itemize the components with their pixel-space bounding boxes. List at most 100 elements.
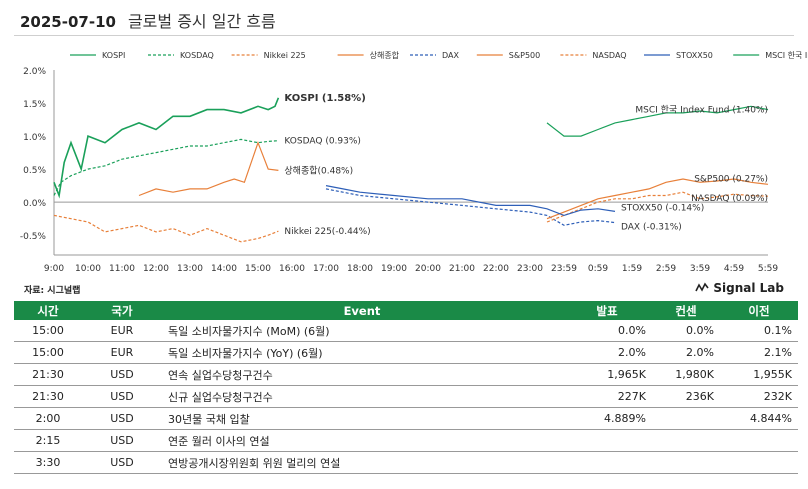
cell-time: 21:30 bbox=[14, 385, 82, 408]
cell-event: 신규 실업수당청구건수 bbox=[162, 385, 562, 408]
cell-event: 연속 실업수당청구건수 bbox=[162, 363, 562, 386]
cell-previous: 4.844% bbox=[720, 407, 798, 430]
report-title: 글로벌 증시 일간 흐름 bbox=[127, 12, 276, 31]
x-tick-label: 22:00 bbox=[483, 264, 509, 274]
x-tick-label: 13:00 bbox=[177, 264, 203, 274]
col-event: Event bbox=[162, 301, 562, 320]
cell-consensus: 236K bbox=[652, 385, 720, 408]
x-tick-label: 15:00 bbox=[245, 264, 271, 274]
series-line bbox=[325, 185, 616, 217]
x-tick-label: 21:00 bbox=[449, 264, 475, 274]
cell-consensus bbox=[652, 451, 720, 474]
x-tick-label: 14:00 bbox=[211, 264, 237, 274]
col-consensus: 컨센 bbox=[652, 301, 720, 320]
cell-time: 2:15 bbox=[14, 429, 82, 452]
cell-time: 15:00 bbox=[14, 341, 82, 364]
x-tick-label: 17:00 bbox=[313, 264, 339, 274]
table-row: 15:00 EUR 독일 소비자물가지수 (MoM) (6월) 0.0% 0.0% 0.1… bbox=[14, 320, 798, 342]
cell-actual: 2.0% bbox=[562, 341, 652, 364]
cell-event: 독일 소비자물가지수 (MoM) (6월) bbox=[162, 320, 562, 342]
cell-event: 연준 월러 이사의 연설 bbox=[162, 429, 562, 452]
cell-previous: 232K bbox=[720, 385, 798, 408]
series-end-label: KOSPI (1.58%) bbox=[284, 93, 365, 104]
x-tick-label: 9:00 bbox=[44, 264, 64, 274]
cell-actual bbox=[562, 451, 652, 474]
col-actual: 발표 bbox=[562, 301, 652, 320]
series-end-label: STOXX50 (-0.14%) bbox=[621, 203, 704, 213]
x-tick-label: 5:59 bbox=[758, 264, 778, 274]
x-tick-label: 20:00 bbox=[415, 264, 441, 274]
brand-name: Signal Lab bbox=[713, 281, 784, 295]
signal-icon bbox=[695, 282, 710, 292]
table-row: 2:00 USD 30년물 국채 입찰 4.889% 4.844% bbox=[14, 407, 798, 430]
y-tick-label: 2.0% bbox=[23, 67, 46, 77]
legend-label: DAX bbox=[442, 51, 459, 60]
cell-actual: 227K bbox=[562, 385, 652, 408]
cell-event: 독일 소비자물가지수 (YoY) (6월) bbox=[162, 341, 562, 364]
col-previous: 이전 bbox=[720, 301, 798, 320]
x-tick-label: 3:59 bbox=[690, 264, 710, 274]
table-header-row: 시간 국가 Event 발표 컨센 이전 bbox=[14, 301, 798, 320]
x-tick-label: 0:59 bbox=[588, 264, 608, 274]
cell-consensus: 2.0% bbox=[652, 341, 720, 364]
y-tick-label: 1.5% bbox=[23, 100, 46, 110]
legend-label: KOSPI bbox=[102, 51, 125, 60]
table-row: 3:30 USD 연방공개시장위원회 위원 멀리의 연설 bbox=[14, 451, 798, 474]
cell-country: EUR bbox=[82, 320, 162, 342]
series-line bbox=[546, 191, 769, 223]
x-tick-label: 19:00 bbox=[381, 264, 407, 274]
series-line bbox=[546, 178, 769, 220]
cell-time: 21:30 bbox=[14, 363, 82, 386]
x-tick-label: 16:00 bbox=[279, 264, 305, 274]
market-chart: 2.0% 1.5% 1.0% 0.5% 0.0% -0.5% 9:00 10:00 11:00 1… bbox=[20, 50, 808, 274]
table-row: 21:30 USD 신규 실업수당청구건수 227K 236K 232K bbox=[14, 385, 798, 408]
cell-consensus bbox=[652, 407, 720, 430]
header-divider bbox=[14, 35, 794, 36]
col-country: 국가 bbox=[82, 301, 162, 320]
table-row: 2:15 USD 연준 월러 이사의 연설 bbox=[14, 429, 798, 452]
cell-consensus: 1,980K bbox=[652, 363, 720, 386]
cell-previous bbox=[720, 451, 798, 474]
cell-country: USD bbox=[82, 385, 162, 408]
series-line bbox=[546, 105, 769, 137]
x-tick-label: 12:00 bbox=[143, 264, 169, 274]
cell-time: 15:00 bbox=[14, 320, 82, 342]
series-line bbox=[53, 214, 279, 243]
legend-label: STOXX50 bbox=[676, 51, 713, 60]
cell-actual bbox=[562, 429, 652, 452]
series-end-label: 상해종합(0.48%) bbox=[284, 165, 353, 176]
brand-logo: Signal Lab bbox=[695, 281, 784, 295]
y-tick-label: 0.5% bbox=[23, 166, 46, 176]
cell-event: 연방공개시장위원회 위원 멀리의 연설 bbox=[162, 451, 562, 474]
cell-time: 2:00 bbox=[14, 407, 82, 430]
y-tick-label: 1.0% bbox=[23, 133, 46, 143]
series-end-label: DAX (-0.31%) bbox=[621, 223, 682, 233]
cell-actual: 4.889% bbox=[562, 407, 652, 430]
cell-actual: 1,965K bbox=[562, 363, 652, 386]
cell-country: USD bbox=[82, 363, 162, 386]
cell-actual: 0.0% bbox=[562, 320, 652, 342]
legend-label: MSCI 한국 Index Fund bbox=[765, 51, 808, 60]
x-tick-label: 1:59 bbox=[622, 264, 642, 274]
y-tick-label: -0.5% bbox=[20, 232, 47, 242]
report-date: 2025-07-10 bbox=[20, 13, 116, 31]
series-line bbox=[138, 140, 279, 197]
y-tick-label: 0.0% bbox=[23, 199, 46, 209]
legend-label: Nikkei 225 bbox=[264, 51, 306, 60]
cell-previous: 1,955K bbox=[720, 363, 798, 386]
cell-consensus bbox=[652, 429, 720, 452]
source-label: 자료: 시그널랩 bbox=[24, 286, 81, 296]
x-tick-label: 11:00 bbox=[109, 264, 135, 274]
series-line bbox=[325, 188, 616, 226]
header: 2025-07-10 글로벌 증시 일간 흐름 bbox=[20, 8, 276, 31]
series-end-label: NASDAQ (0.09%) bbox=[691, 194, 768, 204]
cell-time: 3:30 bbox=[14, 451, 82, 474]
x-tick-label: 18:00 bbox=[347, 264, 373, 274]
cell-previous: 2.1% bbox=[720, 341, 798, 364]
cell-previous bbox=[720, 429, 798, 452]
series-end-label: MSCI 한국 Index Fund (1.40%) bbox=[635, 105, 768, 116]
cell-country: USD bbox=[82, 407, 162, 430]
cell-country: EUR bbox=[82, 341, 162, 364]
legend-label: KOSDAQ bbox=[180, 51, 214, 60]
legend-label: NASDAQ bbox=[592, 51, 626, 60]
